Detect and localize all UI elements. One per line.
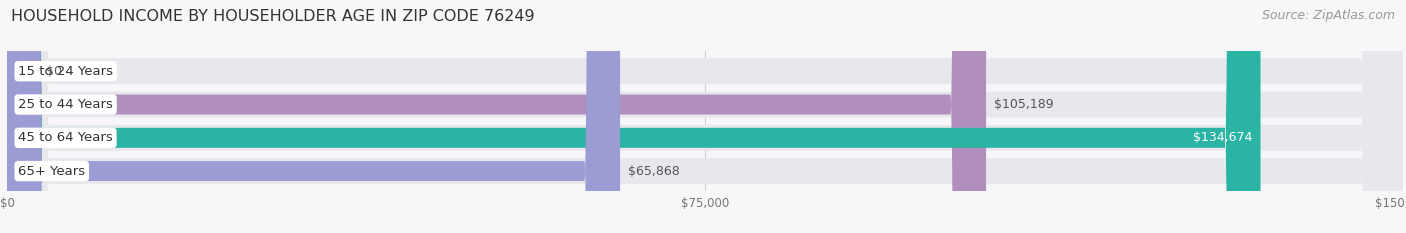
- Text: HOUSEHOLD INCOME BY HOUSEHOLDER AGE IN ZIP CODE 76249: HOUSEHOLD INCOME BY HOUSEHOLDER AGE IN Z…: [11, 9, 534, 24]
- Text: $105,189: $105,189: [994, 98, 1054, 111]
- Text: Source: ZipAtlas.com: Source: ZipAtlas.com: [1261, 9, 1395, 22]
- Text: 15 to 24 Years: 15 to 24 Years: [18, 65, 114, 78]
- FancyBboxPatch shape: [7, 0, 1403, 233]
- FancyBboxPatch shape: [7, 0, 32, 233]
- FancyBboxPatch shape: [7, 0, 1403, 233]
- FancyBboxPatch shape: [7, 0, 620, 233]
- Text: 45 to 64 Years: 45 to 64 Years: [18, 131, 112, 144]
- Text: $0: $0: [46, 65, 62, 78]
- FancyBboxPatch shape: [7, 0, 1261, 233]
- Text: 65+ Years: 65+ Years: [18, 164, 86, 178]
- FancyBboxPatch shape: [7, 0, 1403, 233]
- Text: $134,674: $134,674: [1192, 131, 1253, 144]
- Text: 25 to 44 Years: 25 to 44 Years: [18, 98, 112, 111]
- FancyBboxPatch shape: [7, 0, 1403, 233]
- Text: $65,868: $65,868: [628, 164, 681, 178]
- FancyBboxPatch shape: [7, 0, 986, 233]
